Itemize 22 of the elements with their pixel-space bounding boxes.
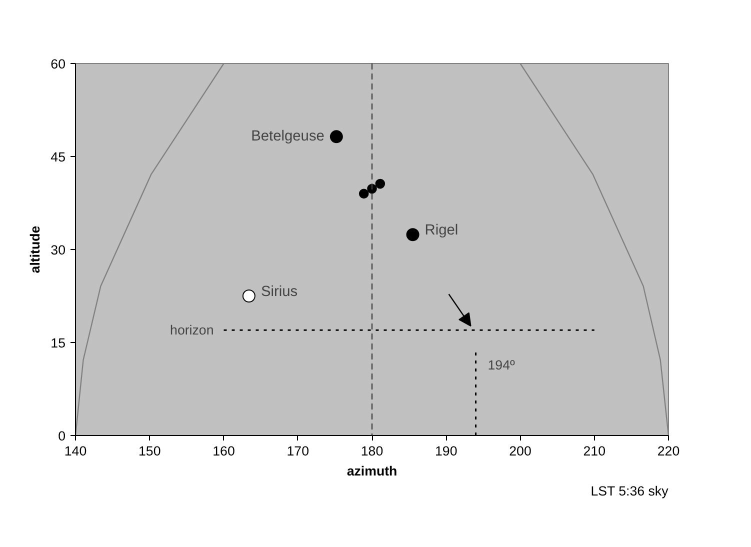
series-label: Rigel	[424, 222, 458, 239]
series-label: 194º	[488, 357, 516, 372]
y-tick-label: 60	[50, 56, 66, 72]
x-tick-label: 160	[212, 444, 235, 458]
x-axis-title: azimuth	[346, 464, 398, 478]
y-tick-label: 15	[50, 336, 66, 350]
y-tick-label: 0	[58, 428, 66, 444]
x-tick-label: 200	[509, 444, 532, 458]
x-tick-label: 190	[435, 444, 458, 458]
y-axis-title: altitude	[28, 226, 43, 274]
text: LST 5:36 sky	[590, 484, 669, 498]
x-tick-label: 140	[64, 444, 87, 458]
x-tick-label: 220	[657, 444, 680, 458]
x-tick-label: 180	[360, 444, 384, 458]
x-tick-label: 170	[286, 444, 310, 458]
y-tick-label: 45	[50, 150, 66, 164]
series-label: Betelgeuse	[251, 128, 324, 145]
x-tick-label: 150	[138, 444, 161, 458]
series-label: horizon	[170, 322, 214, 338]
series-label: Sirius	[260, 284, 298, 300]
y-tick-label: 30	[50, 242, 66, 258]
x-tick-label: 210	[583, 444, 606, 458]
